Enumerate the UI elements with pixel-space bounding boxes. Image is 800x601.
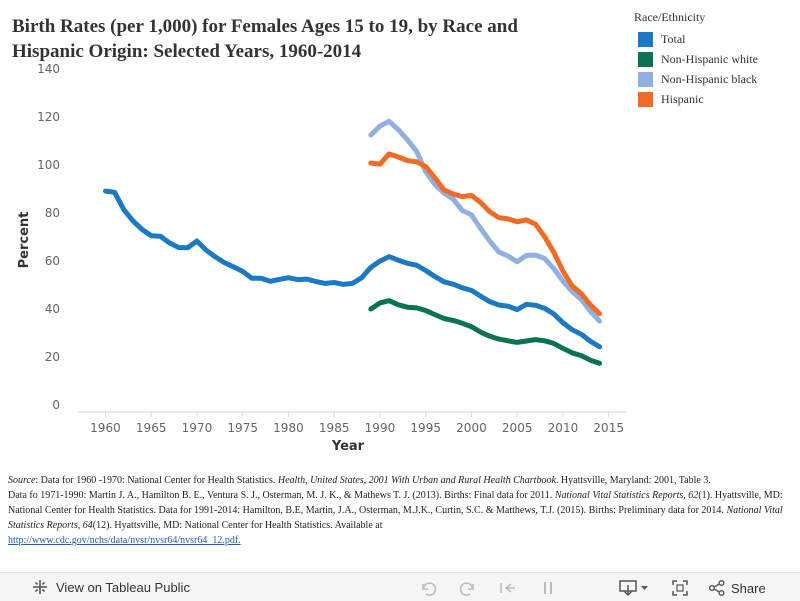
redo-icon [459,582,474,596]
share-button[interactable]: Share [708,578,770,598]
legend-item-total[interactable]: Total [634,29,800,49]
legend-item-hispanic[interactable]: Hispanic [634,89,800,109]
x-axis-title: Year [331,439,365,454]
legend-swatch [638,71,653,87]
x-tick-label: 1995 [410,421,441,435]
series-line-non-hispanic-white[interactable] [368,298,602,366]
x-tick-label: 2010 [548,421,579,435]
chart-title: Birth Rates (per 1,000) for Females Ages… [12,16,518,62]
legend-title: Race/Ethnicity [634,10,706,24]
series-line-total[interactable] [103,188,602,350]
view-on-tableau-public-label: View on Tableau Public [56,579,190,595]
y-axis-title: Percent [17,212,32,269]
x-tick-label: 1975 [227,421,258,435]
source-text-2c: (12). Hyattsville, MD: National Center f… [92,520,383,531]
y-tick-label: 80 [45,206,60,220]
tableau-toolbar: View on Tableau Public Sha [0,572,800,601]
pause-icon [544,582,552,594]
line-chart: 0 20 40 60 80 100 120 140 1960 1965 1970 1975 1980 1… [17,62,627,454]
fullscreen-icon [672,580,688,596]
series-line-hispanic[interactable] [368,151,602,317]
x-tick-label: 2005 [502,421,533,435]
source-text-1a: : Data for 1960 -1970: National Center f… [35,475,278,486]
y-tick-label: 20 [45,350,60,364]
redo-button[interactable] [458,578,478,598]
download-button[interactable] [618,578,652,598]
y-tick-label: 60 [45,254,60,268]
source-italic-2a: National Vital Statistics Reports, 62 [554,490,699,501]
undo-icon [422,582,437,596]
view-on-tableau-public-link[interactable]: View on Tableau Public [32,579,190,595]
download-icon [619,580,648,597]
x-tick-label: 1985 [319,421,350,435]
legend-label: Non-Hispanic black [661,71,758,86]
y-tick-label: 100 [37,158,60,172]
share-icon [709,580,725,596]
x-tick-label: 1990 [365,421,396,435]
legend-label: Non-Hispanic white [661,51,758,66]
revert-icon [500,583,515,593]
y-tick-label: 120 [37,110,60,124]
fullscreen-button[interactable] [670,578,690,598]
x-tick-label: 1980 [273,421,304,435]
undo-button[interactable] [418,578,438,598]
source-text-1b: . Hyattsville, Maryland: 2001, Table 3. [555,475,711,486]
x-tick-label: 1965 [136,421,167,435]
legend-label: Hispanic [661,91,704,106]
legend-swatch [638,91,653,107]
x-tick-label: 1960 [90,421,121,435]
source-label: Source [8,475,36,486]
source-text-2a: Data fo 1971-1990: Martin J. A., Hamilto… [8,490,555,501]
revert-button[interactable] [498,578,518,598]
legend-swatch [638,31,653,47]
source-italic-1a: Health, United States, 2001 With Urban a… [277,475,556,486]
source-italic-2b: National Vital Statistics Reports, 64 [8,505,783,531]
legend-swatch [638,51,653,67]
y-tick-label: 40 [45,302,60,316]
legend-item-non-hispanic-white[interactable]: Non-Hispanic white [634,49,800,69]
source-link[interactable]: http://www.cdc.gov/nchs/data/nvsr/nvsr64… [8,535,241,546]
series-line-non-hispanic-black[interactable] [368,118,602,324]
pause-button[interactable] [538,578,558,598]
legend-label: Total [661,31,686,46]
source-note: Source: Data for 1960 -1970: National Ce… [8,473,792,548]
x-tick-label: 2015 [593,421,624,435]
x-tick-label: 1970 [182,421,213,435]
y-tick-label: 140 [37,62,60,76]
tableau-logo-icon [33,580,47,594]
legend: Race/Ethnicity Total Non-Hispanic white No… [634,10,800,109]
legend-item-non-hispanic-black[interactable]: Non-Hispanic black [634,69,800,89]
source-text-2b: (1). Hyattsville, MD: National Center fo… [8,490,783,516]
y-tick-label: 0 [52,398,60,412]
share-label: Share [731,580,766,596]
x-tick-label: 2000 [456,421,487,435]
